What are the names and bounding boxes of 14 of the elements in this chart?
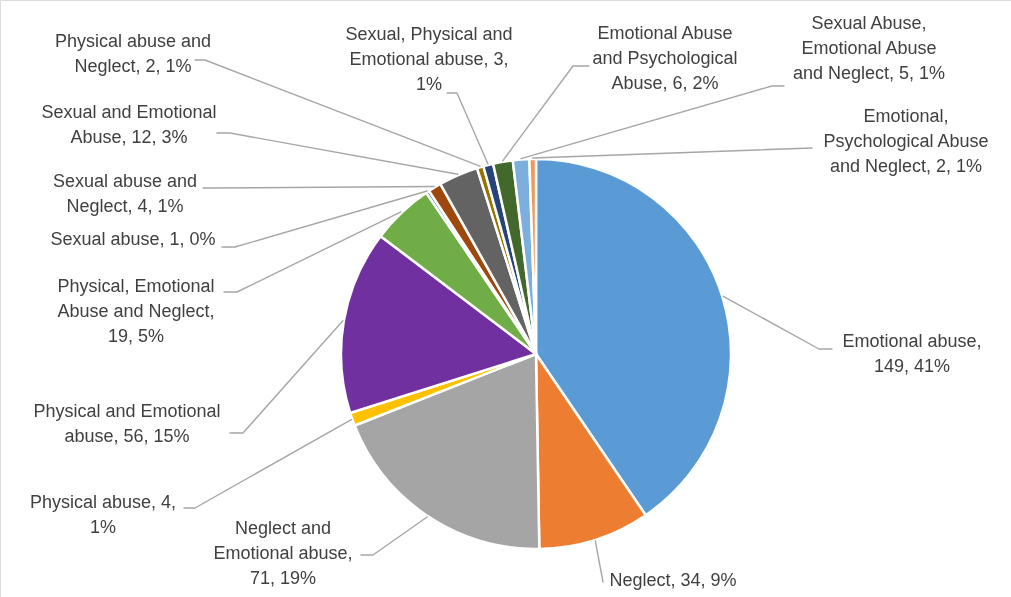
data-label: Emotional Abuse and Psychological Abuse, 6, 2%: [592, 23, 738, 93]
data-label: Neglect, 34, 9%: [609, 570, 737, 590]
data-label: Physical abuse and Neglect, 2, 1%: [54, 31, 212, 76]
data-label: Emotional, Psychological Abuse and Neglect, 2, 1%: [823, 106, 989, 176]
data-label: Sexual Abuse, Emotional Abuse and Neglect, 5, 1%: [792, 13, 946, 83]
data-label: Sexual and Emotional Abuse, 12, 3%: [41, 102, 217, 147]
data-label: Neglect and Emotional abuse, 71, 19%: [213, 518, 353, 588]
data-label: Physical, Emotional Abuse and Neglect, 19, 5%: [57, 276, 215, 346]
data-label: Sexual abuse and Neglect, 4, 1%: [52, 171, 198, 216]
data-label: Physical and Emotional abuse, 56, 15%: [33, 401, 221, 446]
data-label: Emotional abuse, 149, 41%: [842, 331, 982, 376]
data-label: Sexual, Physical and Emotional abuse, 3, 1%: [345, 24, 513, 94]
data-label: Physical abuse, 4, 1%: [29, 492, 177, 537]
data-label: Sexual abuse, 1, 0%: [50, 229, 216, 249]
